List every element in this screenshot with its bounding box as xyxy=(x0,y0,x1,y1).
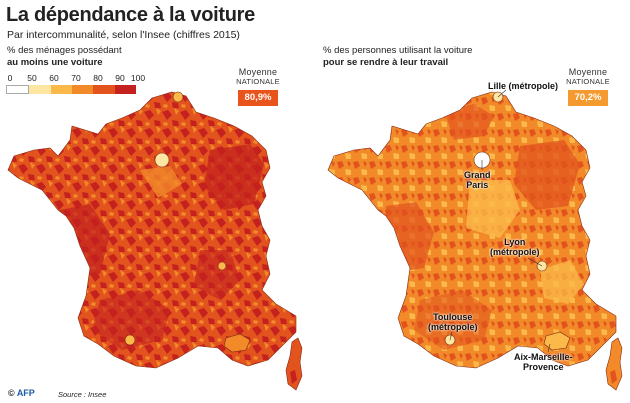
afp-logo: © AFP xyxy=(8,388,35,398)
right-average-value: 70,2% xyxy=(568,90,608,106)
label-marseille: Aix-Marseille- Provence xyxy=(514,352,573,372)
right-panel-label-line1: % des personnes utilisant la voiture xyxy=(323,45,473,56)
right-panel-label: % des personnes utilisant la voiture pou… xyxy=(323,45,472,69)
left-lille-marker xyxy=(172,91,184,103)
right-marseille-area xyxy=(543,331,571,351)
legend-swatch xyxy=(114,85,136,94)
right-panel-label-line2: pour se rendre à leur travail xyxy=(323,57,449,68)
legend-swatch xyxy=(71,85,94,94)
legend-swatch xyxy=(93,85,115,94)
left-toulouse-marker xyxy=(124,334,136,346)
legend-tick: 70 xyxy=(71,73,81,83)
legend-swatch xyxy=(6,85,30,94)
legend-swatches xyxy=(6,85,136,94)
left-panel-label-line2: au moins une voiture xyxy=(7,57,103,68)
legend-tick: 0 xyxy=(7,73,13,83)
legend-tick: 100 xyxy=(130,73,146,83)
legend-tick: 80 xyxy=(93,73,103,83)
right-corsica-south xyxy=(610,370,617,384)
right-average-caption-2: nationale xyxy=(566,77,610,86)
left-average-caption-2: nationale xyxy=(236,77,280,86)
map-subtitle: Par intercommunalité, selon l'Insee (chi… xyxy=(7,29,240,41)
legend-swatch xyxy=(50,85,72,94)
label-lyon-line1: Lyon xyxy=(504,237,526,247)
legend-tick: 90 xyxy=(115,73,125,83)
label-marseille-line2: Provence xyxy=(523,362,564,372)
left-regional-variation xyxy=(58,144,264,350)
label-toulouse: Toulouse (métropole) xyxy=(428,312,478,332)
label-marseille-line1: Aix-Marseille- xyxy=(514,352,573,362)
left-average-caption-1: Moyenne xyxy=(238,67,278,77)
left-corsica-south xyxy=(290,370,297,384)
right-national-average: Moyenne nationale 70,2% xyxy=(558,68,618,106)
left-average-value: 80,9% xyxy=(238,90,278,106)
afp-logo-text: AFP xyxy=(16,388,35,398)
left-corsica xyxy=(285,337,303,391)
left-lyon-marker xyxy=(217,261,227,271)
legend-swatch xyxy=(29,85,51,94)
label-paris: Grand Paris xyxy=(464,170,491,190)
legend-tick: 60 xyxy=(49,73,59,83)
left-panel-label-line1: % des ménages possédant xyxy=(7,45,122,56)
label-toulouse-line1: Toulouse xyxy=(433,312,473,322)
right-corsica xyxy=(605,337,623,391)
left-national-average: Moyenne nationale 80,9% xyxy=(228,68,288,106)
label-lyon: Lyon (métropole) xyxy=(490,237,540,257)
label-paris-line1: Grand xyxy=(464,170,491,180)
source-note: Source : Insee xyxy=(58,390,107,399)
label-lille: Lille (métropole) xyxy=(488,81,559,91)
map-title: La dépendance à la voiture xyxy=(6,4,255,26)
left-panel-label: % des ménages possédant au moins une voi… xyxy=(7,45,122,69)
color-legend: 0 50 60 70 80 90 100 xyxy=(6,73,145,97)
left-paris-marker xyxy=(154,152,170,168)
label-paris-line2: Paris xyxy=(466,180,489,190)
label-toulouse-line2: (métropole) xyxy=(428,322,478,332)
label-lyon-line2: (métropole) xyxy=(490,247,540,257)
copyright-icon: © xyxy=(8,388,15,398)
legend-tick: 50 xyxy=(27,73,37,83)
left-marseille-area xyxy=(223,333,251,353)
right-average-caption-1: Moyenne xyxy=(568,67,608,77)
